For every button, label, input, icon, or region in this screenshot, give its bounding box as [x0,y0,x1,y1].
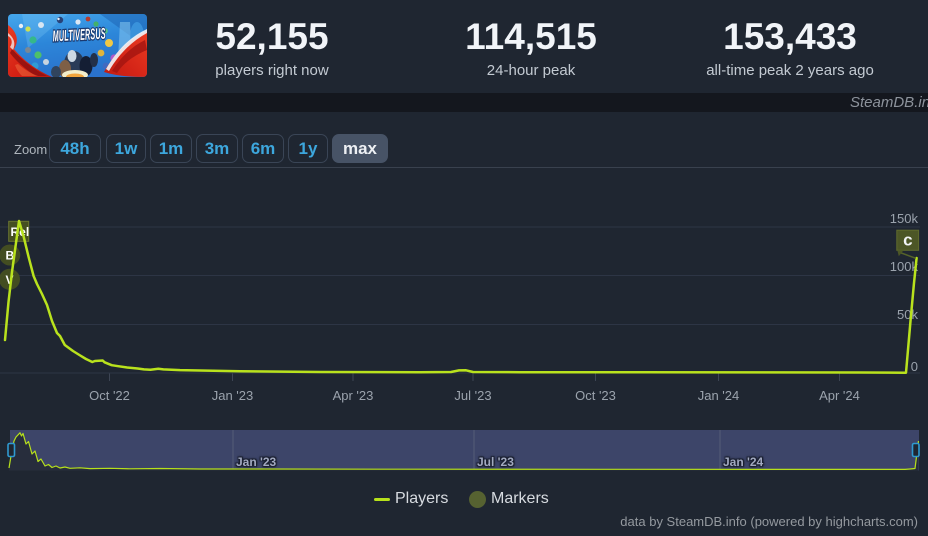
svg-text:B: B [5,249,14,263]
svg-text:MULTIVERSUS: MULTIVERSUS [52,24,106,45]
svg-text:V: V [5,273,13,287]
svg-text:c: c [903,230,912,249]
